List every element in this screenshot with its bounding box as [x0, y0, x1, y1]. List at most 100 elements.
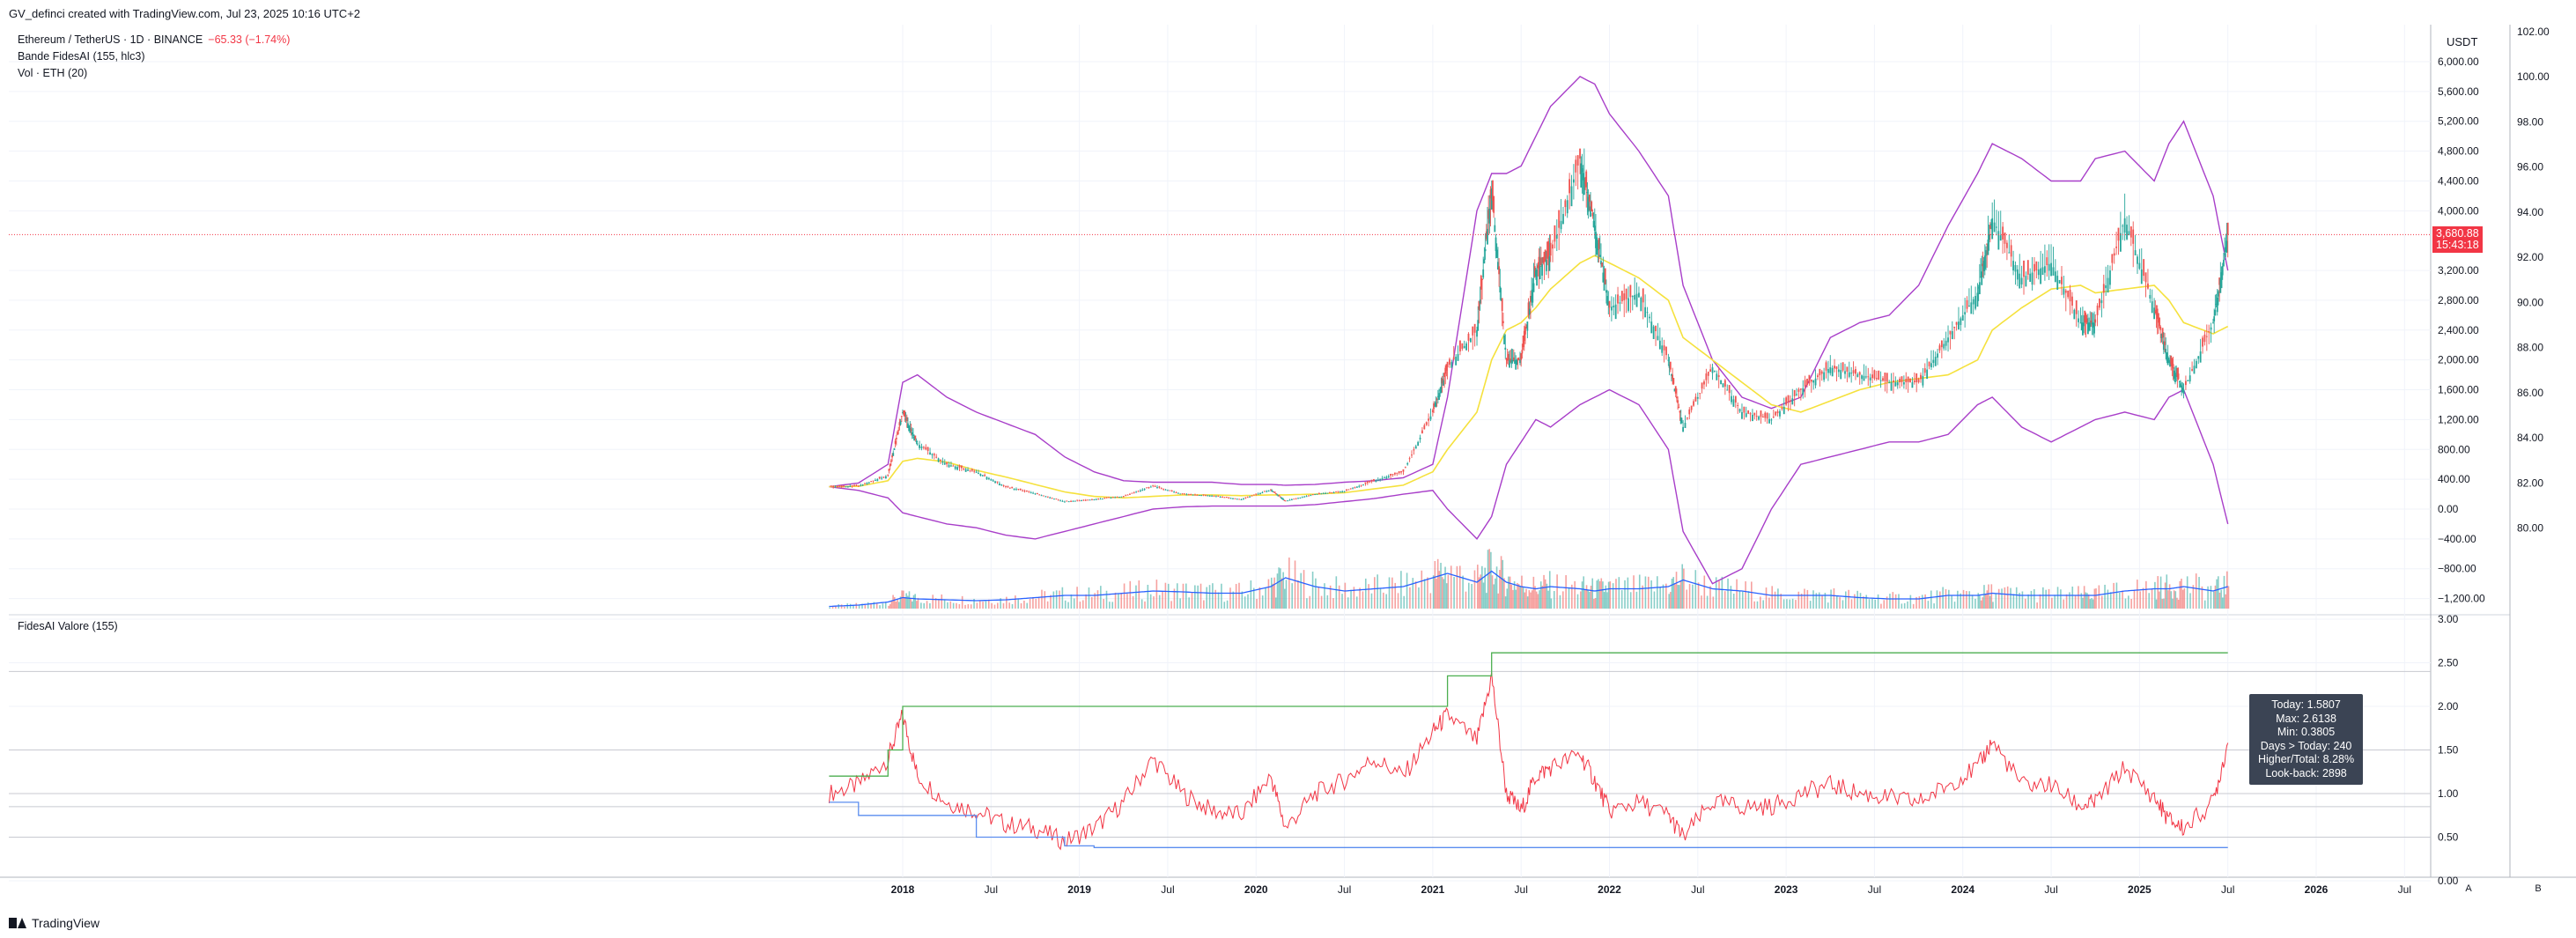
volume-bar [2181, 579, 2182, 609]
volume-bar [1543, 574, 1545, 609]
volume-bar [1481, 565, 1483, 609]
volume-bar [1114, 592, 1117, 609]
price-candle-body [1972, 299, 1974, 305]
price-candle-body [1490, 188, 1493, 210]
volume-bar [1827, 602, 1829, 609]
price-candle-body [1064, 501, 1066, 503]
volume-bar [1173, 588, 1176, 609]
price-candle-body [1040, 495, 1043, 497]
volume-bar [1085, 594, 1087, 609]
volume-bar [1644, 576, 1647, 609]
volume-bar [2174, 591, 2177, 609]
volume-bar [982, 602, 984, 609]
price-candle-body [1677, 400, 1679, 403]
price-candle-body [872, 480, 875, 482]
price-candle-body [2090, 320, 2093, 323]
scale-button-b[interactable]: B [2535, 883, 2542, 894]
volume-bar [1526, 596, 1529, 609]
volume-bar [1445, 583, 1448, 609]
price-axis-unit: USDT [2447, 35, 2478, 48]
volume-bar [2030, 590, 2033, 609]
price-candle-body [1032, 492, 1034, 494]
volume-bar [1046, 601, 1049, 609]
volume-bar [2225, 594, 2226, 609]
price-candle-body [1463, 345, 1465, 349]
price-candle-body [1755, 416, 1758, 417]
price-candle-body [2208, 331, 2211, 333]
price-candle-body [1223, 497, 1226, 499]
price-candle-body [1988, 233, 1990, 240]
price-candle-body [1825, 362, 1827, 371]
legend-indicator-volume[interactable]: Vol · ETH (20) [18, 67, 88, 79]
price-candle-body [2199, 351, 2202, 363]
volume-bar [2176, 597, 2178, 609]
legend-lower-pane[interactable]: FidesAI Valore (155) [18, 620, 118, 632]
legend-indicator-bands[interactable]: Bande FidesAI (155, hlc3) [18, 50, 145, 63]
price-candle-body [1985, 250, 1987, 256]
price-candle-body [1066, 500, 1068, 502]
chart-area[interactable]: 2018 Jul 2019 Jul 2020 Jul 2021 Jul 2022 Jul 2023 J… [0, 25, 2576, 914]
volume-bar [1590, 585, 1592, 609]
price-candle-body [902, 411, 904, 413]
volume-bar [1528, 590, 1531, 609]
price-candle-body [2096, 305, 2099, 315]
volume-bar [1368, 584, 1369, 609]
volume-bar [1571, 584, 1573, 609]
price-candle-body [2093, 322, 2095, 334]
chart-svg[interactable]: 2018 Jul 2019 Jul 2020 Jul 2021 Jul 2022 Jul 2023 J… [0, 25, 2576, 914]
price-candle-body [1671, 373, 1672, 376]
price-candle-body [1764, 412, 1767, 418]
volume-bar [1874, 599, 1877, 609]
price-candle-body [1498, 266, 1501, 275]
price-candle-body [2215, 303, 2218, 305]
price-candle-body [1091, 499, 1093, 500]
lower-axis-label: 2.50 [2438, 657, 2459, 669]
volume-bar [1403, 595, 1406, 609]
volume-bar [1465, 591, 1467, 609]
price-candle-body [1555, 234, 1558, 239]
volume-bar [2161, 598, 2164, 609]
volume-bar [2010, 587, 2011, 609]
price-candle-body [2043, 266, 2046, 273]
volume-bar [1017, 599, 1020, 609]
price-candle-body [1076, 499, 1079, 501]
volume-bar [1694, 570, 1697, 609]
volume-bar [1562, 591, 1564, 609]
volume-bar [2024, 598, 2026, 609]
price-candle-body [1867, 376, 1870, 378]
price-candle-body [1019, 488, 1022, 491]
volume-bar [1241, 591, 1244, 609]
price-candle-body [1346, 489, 1347, 491]
price-candle-body [1949, 330, 1952, 335]
price-candle-body [1982, 263, 1984, 267]
price-candle-body [1966, 299, 1968, 309]
price-candle-body [1519, 359, 1521, 364]
time-axis-label: 2021 [1421, 883, 1445, 896]
price-candle-body [2226, 222, 2229, 235]
tradingview-logo[interactable]: TradingView [9, 916, 100, 930]
price-candle-body [1837, 369, 1840, 373]
volume-bar [947, 602, 948, 609]
volume-bar [1589, 592, 1591, 609]
volume-bar [1833, 587, 1835, 609]
price-candle-body [1500, 299, 1502, 301]
legend-symbol[interactable]: Ethereum / TetherUS · 1D · BINANCE −65.33… [18, 33, 290, 46]
volume-bar [2122, 590, 2123, 609]
volume-bar [1450, 565, 1452, 609]
price-candle-body [1961, 314, 1964, 321]
price-candle-body [2019, 273, 2021, 289]
price-candle-body [1619, 302, 1621, 304]
scale-button-a[interactable]: A [2465, 883, 2472, 894]
volume-bar [1686, 589, 1688, 609]
price-candle-body [1951, 331, 1953, 340]
price-candle-body [1440, 386, 1443, 394]
volume-bar [1370, 593, 1373, 609]
volume-bar [2093, 588, 2096, 609]
volume-bar [1534, 586, 1536, 609]
volume-bar [1008, 602, 1010, 609]
price-candle-body [1061, 500, 1064, 502]
price-axis-label: −400.00 [2438, 533, 2476, 545]
price-candle-body [1120, 496, 1123, 498]
volume-bar [1244, 596, 1246, 609]
price-candle-body [1711, 367, 1714, 373]
